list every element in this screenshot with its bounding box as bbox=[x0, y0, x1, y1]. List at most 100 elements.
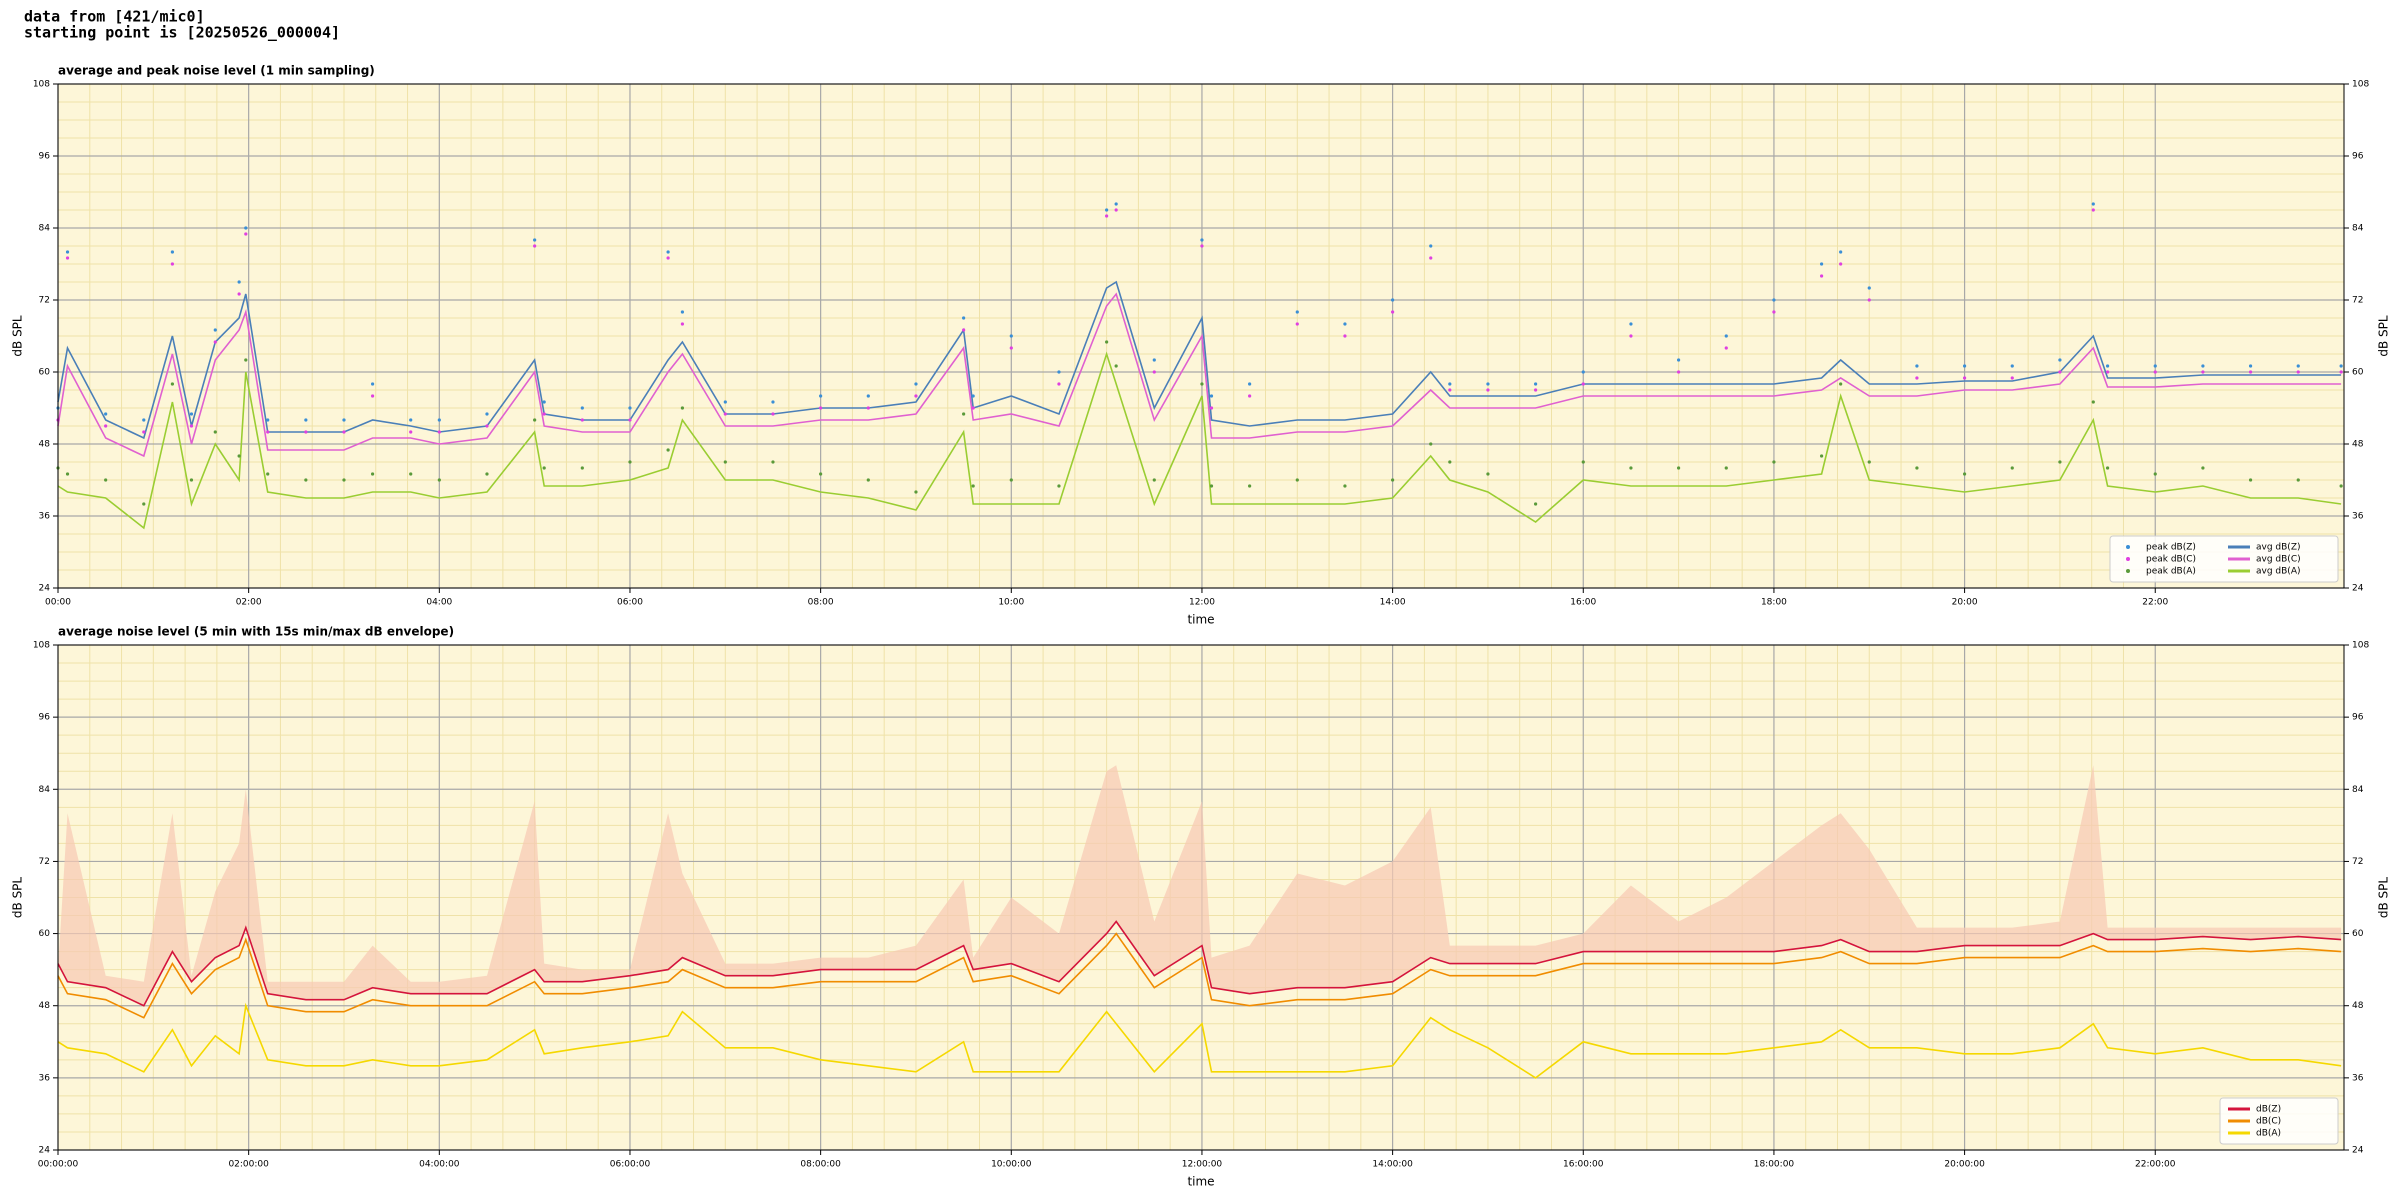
scatter-point bbox=[542, 412, 546, 416]
scatter-point bbox=[1839, 250, 1843, 254]
envelope-area bbox=[58, 765, 2342, 1006]
scatter-point bbox=[1819, 262, 1824, 266]
scatter-point bbox=[1057, 484, 1061, 488]
scatter-point bbox=[2105, 370, 2110, 374]
y2-tick-label: 72 bbox=[2352, 857, 2363, 867]
scatter-point bbox=[1772, 460, 1776, 464]
y2-tick-label: 96 bbox=[2352, 713, 2364, 723]
scatter-point bbox=[1867, 286, 1871, 290]
scatter-point bbox=[1915, 466, 1919, 470]
y2-tick-label: 60 bbox=[2352, 368, 2364, 378]
scatter-point bbox=[1114, 202, 1118, 206]
scatter-point bbox=[2010, 376, 2014, 380]
scatter-point bbox=[533, 238, 537, 242]
legend-label: peak dB(C) bbox=[2146, 555, 2196, 565]
scatter-point bbox=[485, 412, 489, 416]
scatter-point bbox=[2153, 472, 2157, 476]
scatter-point bbox=[1534, 382, 1538, 386]
scatter-point bbox=[189, 424, 194, 428]
scatter-point bbox=[1448, 382, 1452, 386]
series-line bbox=[57, 280, 2342, 440]
legend-label: avg dB(A) bbox=[2256, 567, 2300, 577]
y-tick-label: 36 bbox=[39, 1073, 51, 1083]
scatter-point bbox=[266, 430, 270, 434]
scatter-point bbox=[1581, 370, 1585, 374]
scatter-point bbox=[2105, 466, 2110, 470]
legend-label: dB(C) bbox=[2256, 1117, 2281, 1127]
scatter-point bbox=[1534, 502, 1538, 506]
scatter-point bbox=[437, 430, 441, 434]
y2-tick-label: 36 bbox=[2352, 512, 2364, 522]
y2-tick-label: 72 bbox=[2352, 296, 2363, 306]
scatter-point bbox=[971, 394, 975, 398]
x-tick-label: 04:00:00 bbox=[419, 1160, 460, 1170]
scatter-point bbox=[2058, 358, 2062, 362]
scatter-point bbox=[628, 406, 632, 410]
scatter-point bbox=[1915, 376, 1919, 380]
y-tick-label: 36 bbox=[39, 512, 51, 522]
y2-tick-label: 24 bbox=[2352, 584, 2364, 594]
y2-tick-label: 48 bbox=[2352, 1001, 2364, 1011]
scatter-point bbox=[1839, 382, 1843, 386]
y-tick-label: 72 bbox=[39, 857, 50, 867]
scatter-point bbox=[213, 340, 217, 344]
scatter-point bbox=[104, 478, 108, 482]
scatter-point bbox=[342, 430, 346, 434]
scatter-point bbox=[1629, 466, 1633, 470]
scatter-point bbox=[2091, 400, 2095, 404]
scatter-point bbox=[2201, 370, 2205, 374]
scatter-point bbox=[342, 418, 346, 422]
scatter-point bbox=[1629, 322, 1633, 326]
scatter-point bbox=[304, 418, 308, 422]
scatter-point bbox=[962, 328, 966, 332]
y-tick-label: 48 bbox=[39, 1001, 51, 1011]
scatter-point bbox=[2296, 370, 2300, 374]
y-axis-label: dB SPL bbox=[11, 315, 25, 357]
y2-tick-label: 60 bbox=[2352, 929, 2364, 939]
scatter-point bbox=[213, 328, 217, 332]
y2-tick-label: 108 bbox=[2352, 80, 2369, 90]
scatter-point bbox=[580, 418, 584, 422]
scatter-point bbox=[266, 472, 270, 476]
scatter-point bbox=[1429, 256, 1433, 260]
scatter-point bbox=[2058, 460, 2062, 464]
scatter-point bbox=[65, 472, 70, 476]
scatter-point bbox=[2339, 364, 2343, 368]
x-tick-label: 18:00:00 bbox=[1754, 1160, 1795, 1170]
scatter-point bbox=[170, 262, 174, 266]
y2-axis-label: dB SPL bbox=[2377, 877, 2391, 919]
scatter-point bbox=[2091, 208, 2095, 212]
scatter-point bbox=[1152, 358, 1156, 362]
scatter-point bbox=[2296, 364, 2300, 368]
scatter-point bbox=[1629, 334, 1633, 338]
scatter-point bbox=[1677, 358, 1681, 362]
scatter-point bbox=[1200, 382, 1204, 386]
scatter-point bbox=[914, 394, 918, 398]
header-line: starting point is [20250526_000004] bbox=[24, 24, 340, 42]
scatter-point bbox=[962, 316, 966, 320]
scatter-point bbox=[1105, 208, 1109, 212]
scatter-point bbox=[170, 382, 174, 386]
scatter-point bbox=[244, 358, 248, 362]
x-tick-label: 12:00:00 bbox=[1182, 1160, 1223, 1170]
x-tick-label: 10:00 bbox=[998, 598, 1024, 608]
scatter-point bbox=[1391, 298, 1395, 302]
scatter-point bbox=[1152, 478, 1156, 482]
scatter-point bbox=[409, 418, 413, 422]
scatter-point bbox=[1009, 478, 1013, 482]
legend-label: avg dB(C) bbox=[2256, 555, 2301, 565]
legend-label: avg dB(Z) bbox=[2256, 543, 2301, 553]
y2-tick-label: 108 bbox=[2352, 641, 2369, 651]
scatter-point bbox=[409, 472, 413, 476]
x-tick-label: 14:00 bbox=[1380, 598, 1406, 608]
y2-tick-label: 24 bbox=[2352, 1146, 2364, 1156]
scatter-point bbox=[1209, 394, 1214, 398]
legend-label: peak dB(A) bbox=[2146, 567, 2196, 577]
scatter-point bbox=[1295, 478, 1299, 482]
scatter-point bbox=[1057, 370, 1061, 374]
x-tick-label: 04:00 bbox=[426, 598, 452, 608]
scatter-point bbox=[2248, 478, 2253, 482]
series-line bbox=[57, 351, 2342, 530]
scatter-point bbox=[1391, 478, 1395, 482]
